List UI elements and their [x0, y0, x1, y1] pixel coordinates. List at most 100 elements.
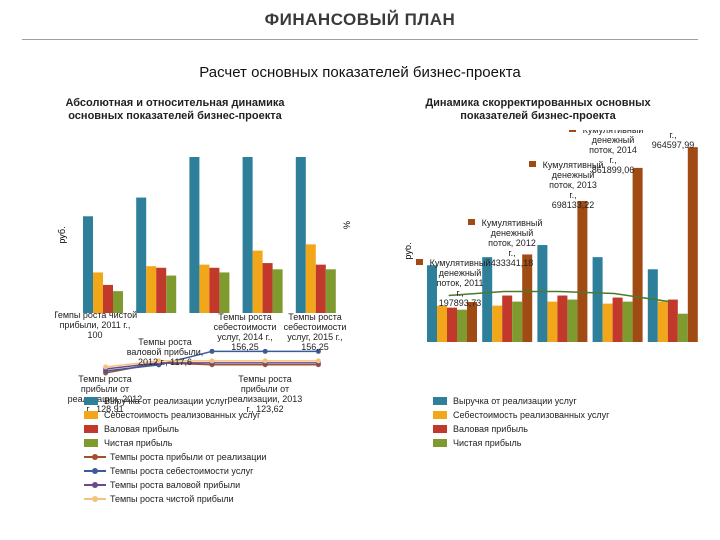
right-bar [557, 295, 568, 342]
left-bar [219, 272, 230, 313]
legend-swatch [84, 453, 106, 461]
right-cumulative-label: Кумулятивный денежный поток, 2012 г., 433341… [482, 218, 543, 268]
legend-label: Выручка от реализации услуг [453, 396, 577, 406]
legend-item: Темпы роста себестоимости услуг [84, 464, 266, 478]
legend-label: Валовая прибыль [104, 424, 179, 434]
left-data-label: Темпы роста валовой прибыли, 2012 г., 117,… [127, 337, 204, 367]
legend-swatch [433, 411, 447, 419]
left-bar [156, 267, 167, 313]
legend-swatch [84, 467, 106, 475]
page-title: ФИНАНСОВЫЙ ПЛАН [264, 10, 456, 29]
left-bar [325, 269, 336, 313]
left-bar [189, 157, 200, 313]
legend-item: Валовая прибыль [433, 422, 609, 436]
page-subtitle: Расчет основных показателей бизнес-проек… [199, 64, 521, 81]
left-bar [113, 291, 123, 313]
legend-label: Выручка от реализации услуг [104, 396, 228, 406]
right-bar [437, 305, 447, 342]
legend-label: Темпы роста себестоимости услуг [110, 466, 254, 476]
right-cumulative-label: Кумулятивный денежный поток, 2014 г., 861899… [583, 130, 644, 175]
legend-label: Чистая прибыль [104, 438, 173, 448]
right-cumulative-label-swatch [468, 219, 475, 225]
right-bar [602, 303, 613, 342]
left-growth-point [209, 348, 215, 354]
right-bar [567, 299, 578, 342]
legend-swatch [433, 397, 447, 405]
legend-item: Темпы роста прибыли от реализации [84, 450, 266, 464]
legend-label: Темпы роста прибыли от реализации [110, 452, 267, 462]
legend-swatch [433, 439, 447, 447]
right-bar [537, 245, 548, 342]
left-bar [242, 157, 253, 313]
left-bar [166, 275, 177, 313]
left-growth-point [262, 358, 268, 364]
right-chart: руб. Кумулятивный денежный поток, 2011 г., 19… [405, 130, 704, 342]
right-bar [657, 301, 668, 342]
legend-label: Себестоимость реализованных услуг [453, 410, 610, 420]
right-bar [667, 299, 678, 342]
right-bar [512, 301, 523, 342]
left-growth-point [156, 358, 162, 364]
title-divider [22, 39, 698, 40]
right-bar [457, 309, 467, 342]
left-bar [295, 157, 306, 313]
right-chart-legend: Выручка от реализации услуг Себестоимость… [433, 394, 609, 450]
left-bar [315, 264, 326, 313]
right-bar [612, 297, 623, 342]
legend-item: Выручка от реализации услуг [84, 394, 266, 408]
left-bar [272, 269, 283, 313]
left-bar [93, 272, 103, 313]
left-bar [146, 266, 157, 313]
right-bar [427, 265, 437, 342]
right-bar [482, 257, 493, 342]
left-growth-point [103, 364, 109, 370]
legend-item: Темпы роста чистой прибыли [84, 492, 266, 506]
right-cumulative-label: Кумулятивный денежный поток, 2011 г., 197893… [430, 258, 491, 308]
legend-item: Чистая прибыль [84, 436, 266, 450]
left-bar [83, 216, 93, 313]
left-bar [199, 264, 210, 313]
right-bar [522, 254, 533, 342]
legend-label: Себестоимость реализованных услуг [104, 410, 261, 420]
right-bar [592, 257, 603, 342]
left-data-label: Темпы роста чистой прибыли, 2011 г., 100 [55, 310, 137, 340]
legend-item: Чистая прибыль [433, 436, 609, 450]
legend-swatch [84, 439, 98, 447]
left-growth-point [209, 358, 215, 364]
left-data-label: Темпы роста себестоимости услуг, 2015 г., 1… [284, 312, 347, 352]
legend-swatch [84, 425, 98, 433]
left-bar [209, 267, 220, 313]
right-bar [502, 295, 513, 342]
legend-item: Себестоимость реализованных услуг [433, 408, 609, 422]
legend-label: Чистая прибыль [453, 438, 522, 448]
left-y2-axis-label: % [342, 221, 352, 229]
left-bar [103, 284, 113, 313]
left-y-axis-label: руб. [57, 226, 67, 243]
legend-label: Валовая прибыль [453, 424, 528, 434]
right-bar [577, 200, 588, 342]
left-chart-legend: Выручка от реализации услуг Себестоимость… [84, 394, 266, 506]
legend-swatch [84, 481, 106, 489]
left-growth-point [315, 358, 321, 364]
legend-swatch [84, 397, 98, 405]
legend-label: Темпы роста валовой прибыли [110, 480, 241, 490]
left-bar [252, 250, 263, 313]
legend-swatch [84, 495, 106, 503]
right-bar [467, 302, 477, 342]
right-trend-line [448, 290, 670, 303]
legend-label: Темпы роста чистой прибыли [110, 494, 234, 504]
right-cumulative-label: Кумулятивный денежный поток, 2013 г., 698133… [543, 160, 604, 210]
right-bar [447, 307, 457, 342]
right-bar [632, 167, 643, 342]
right-bar [687, 147, 698, 342]
left-chart: руб.% Темпы роста чистой прибыли, 2011 г.,… [55, 157, 352, 414]
legend-item: Валовая прибыль [84, 422, 266, 436]
left-bar [262, 263, 273, 313]
left-data-label: Темпы роста прибыли от реализации, 2013 г.,… [228, 374, 303, 414]
right-bar [492, 305, 503, 342]
left-chart-title: Абсолютная и относительная динамика осно… [65, 97, 285, 122]
left-bar [305, 244, 316, 313]
left-bar [136, 197, 147, 313]
legend-item: Себестоимость реализованных услуг [84, 408, 266, 422]
